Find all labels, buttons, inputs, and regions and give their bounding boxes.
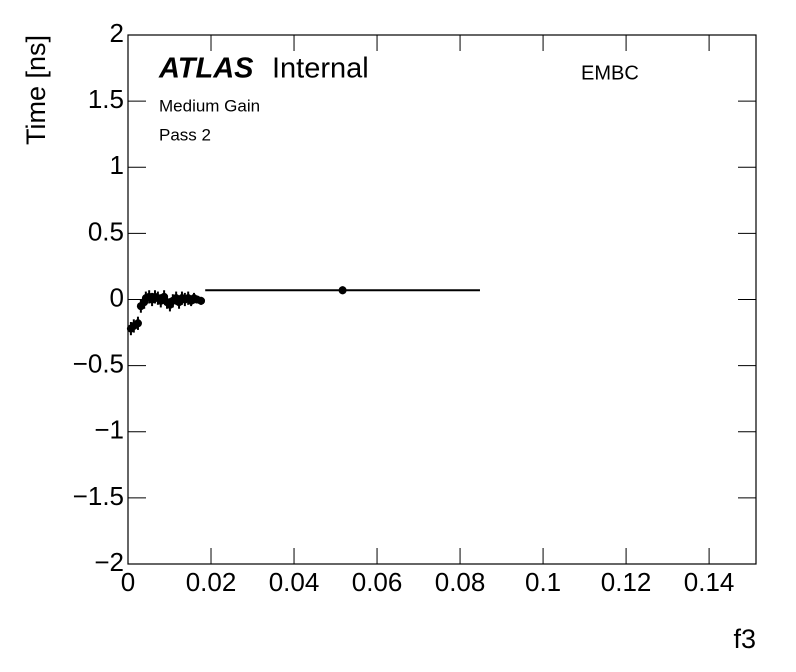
y-tick-label: 0 [110,282,124,312]
y-tick-label: −1.5 [73,481,124,511]
x-tick-label: 0 [121,567,135,597]
y-axis-label: Time [ns] [21,35,51,145]
data-point [133,319,142,328]
x-tick-label: 0.14 [684,567,735,597]
x-tick-label: 0.06 [352,567,403,597]
x-tick-label: 0.12 [601,567,652,597]
data-point [197,296,206,305]
x-tick-label: 0.02 [186,567,237,597]
annotation: Medium Gain [159,96,260,115]
y-tick-label: −2 [94,547,124,577]
y-tick-label: −1 [94,415,124,445]
x-tick-label: 0.04 [269,567,320,597]
x-axis-label: f3 [733,624,756,654]
experiment-label: ATLAS [158,53,254,85]
y-tick-label: 1.5 [88,84,124,114]
y-tick-label: 2 [110,18,124,48]
annotation: Pass 2 [159,125,211,144]
region-label: EMBC [581,62,639,84]
x-tick-label: 0.08 [435,567,486,597]
y-tick-label: 1 [110,150,124,180]
status-label: Internal [272,53,369,85]
y-tick-label: 0.5 [88,216,124,246]
y-tick-label: −0.5 [73,349,124,379]
data-point [338,286,347,295]
x-tick-label: 0.1 [525,567,561,597]
